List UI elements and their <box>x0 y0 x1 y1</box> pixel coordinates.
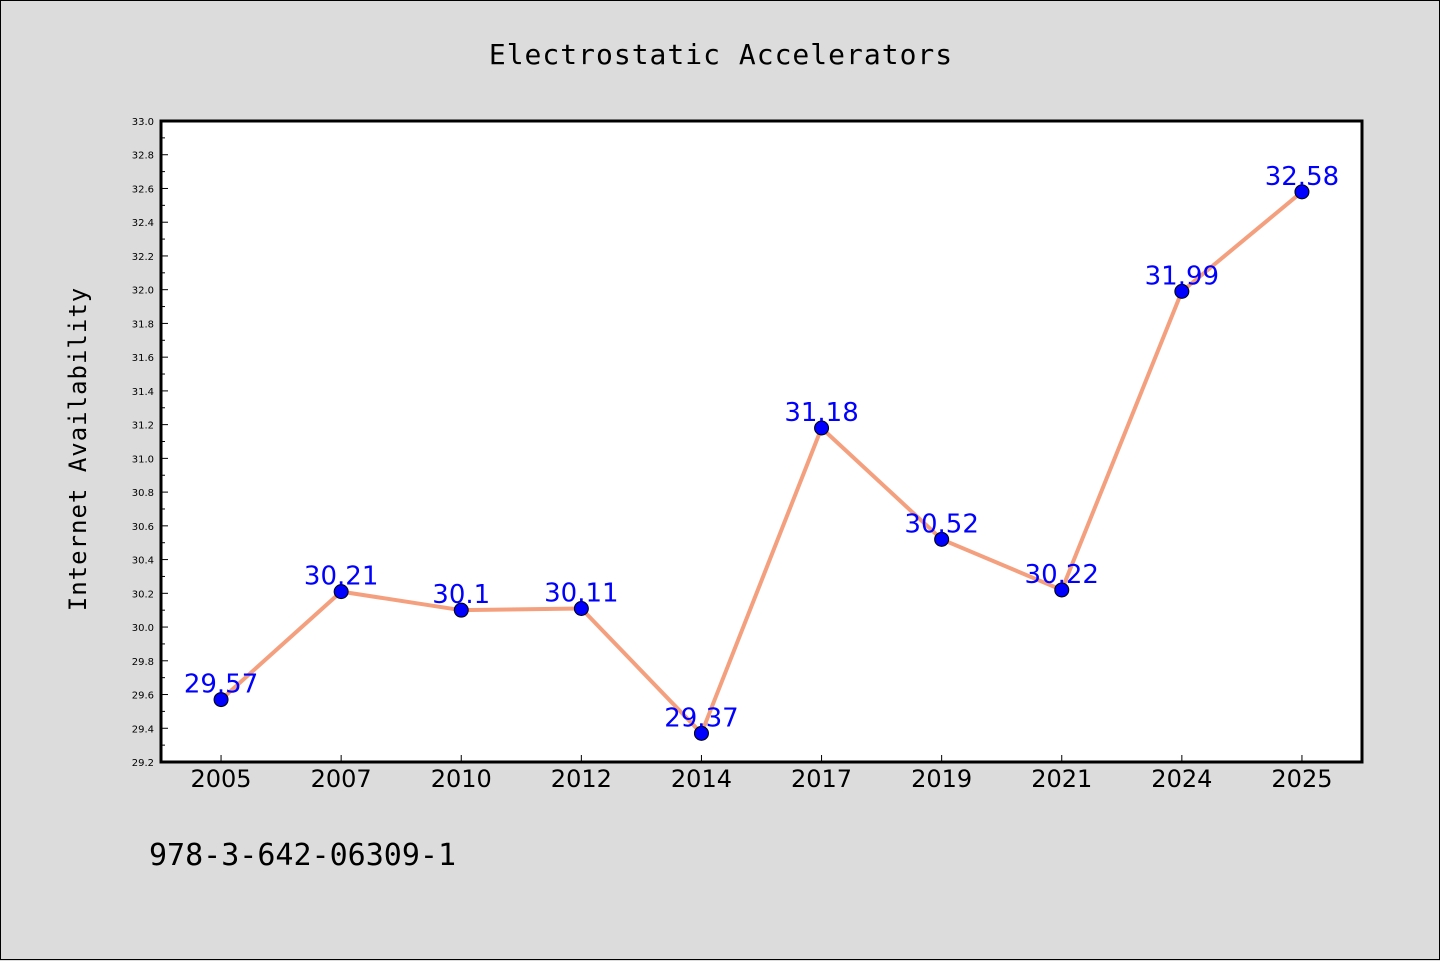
y-tick-label: 29.4 <box>132 724 154 735</box>
x-tick-label: 2010 <box>431 765 492 793</box>
data-label: 31.99 <box>1145 261 1219 291</box>
x-tick-label: 2024 <box>1151 765 1212 793</box>
data-label: 30.11 <box>544 578 618 608</box>
footer-isbn: 978-3-642-06309-1 <box>149 838 456 873</box>
data-point <box>453 602 469 618</box>
x-axis-ticks: 2005 2007 2010 2012 2014 2017 2019 2021 2024 2025 <box>191 755 1332 793</box>
x-tick-label: 2019 <box>911 765 972 793</box>
x-tick-label: 2005 <box>191 765 252 793</box>
data-label: 29.37 <box>664 703 738 733</box>
y-tick-label: 30.8 <box>132 488 154 499</box>
data-label: 30.22 <box>1025 560 1099 590</box>
y-tick-label: 30.2 <box>132 589 154 600</box>
y-axis-label: Internet Availability <box>64 287 92 611</box>
chart-title: Electrostatic Accelerators <box>489 38 953 71</box>
plot-area <box>159 119 1364 764</box>
data-point <box>693 725 709 741</box>
y-tick-label: 30.0 <box>132 623 154 634</box>
y-tick-label: 32.6 <box>132 184 154 195</box>
y-tick-label: 32.2 <box>132 252 154 263</box>
y-tick-label: 32.8 <box>132 151 154 162</box>
data-label: 32.58 <box>1265 162 1339 192</box>
data-point <box>934 531 950 547</box>
y-tick-label: 33.0 <box>132 117 154 128</box>
y-tick-label: 29.2 <box>132 758 154 769</box>
data-point <box>1294 184 1310 200</box>
y-tick-label: 30.4 <box>132 556 154 567</box>
y-tick-label: 30.6 <box>132 522 154 533</box>
y-tick-label: 31.2 <box>132 421 154 432</box>
x-tick-label: 2025 <box>1271 765 1332 793</box>
y-tick-label: 31.0 <box>132 454 154 465</box>
data-label: 29.57 <box>184 670 258 700</box>
data-label: 30.1 <box>432 580 490 610</box>
data-label: 30.21 <box>304 562 378 592</box>
x-tick-label: 2021 <box>1031 765 1092 793</box>
data-label: 30.52 <box>904 509 978 539</box>
x-tick-label: 2014 <box>671 765 732 793</box>
y-tick-label: 29.8 <box>132 657 154 668</box>
data-label: 31.18 <box>784 398 858 428</box>
data-point <box>213 692 229 708</box>
y-tick-label: 31.6 <box>132 353 154 364</box>
data-point <box>573 600 589 616</box>
data-point <box>1174 283 1190 299</box>
x-tick-label: 2017 <box>791 765 852 793</box>
y-tick-label: 31.8 <box>132 319 154 330</box>
y-tick-label: 32.0 <box>132 286 154 297</box>
y-tick-label: 31.4 <box>132 387 154 398</box>
data-point <box>333 584 349 600</box>
series-line <box>219 190 1304 736</box>
y-axis-ticks: 29.2 29.4 29.6 29.8 30.0 30.2 30.4 30.6 30.8 31.0… <box>132 117 168 769</box>
data-point <box>1054 582 1070 598</box>
y-tick-label: 32.4 <box>132 218 154 229</box>
series-group: 29.57 30.21 30.1 30.11 29.37 31.18 30.52 30.22 3… <box>184 162 1339 741</box>
y-tick-label: 29.6 <box>132 691 154 702</box>
x-tick-label: 2007 <box>311 765 372 793</box>
data-point <box>814 420 830 436</box>
x-tick-label: 2012 <box>551 765 612 793</box>
